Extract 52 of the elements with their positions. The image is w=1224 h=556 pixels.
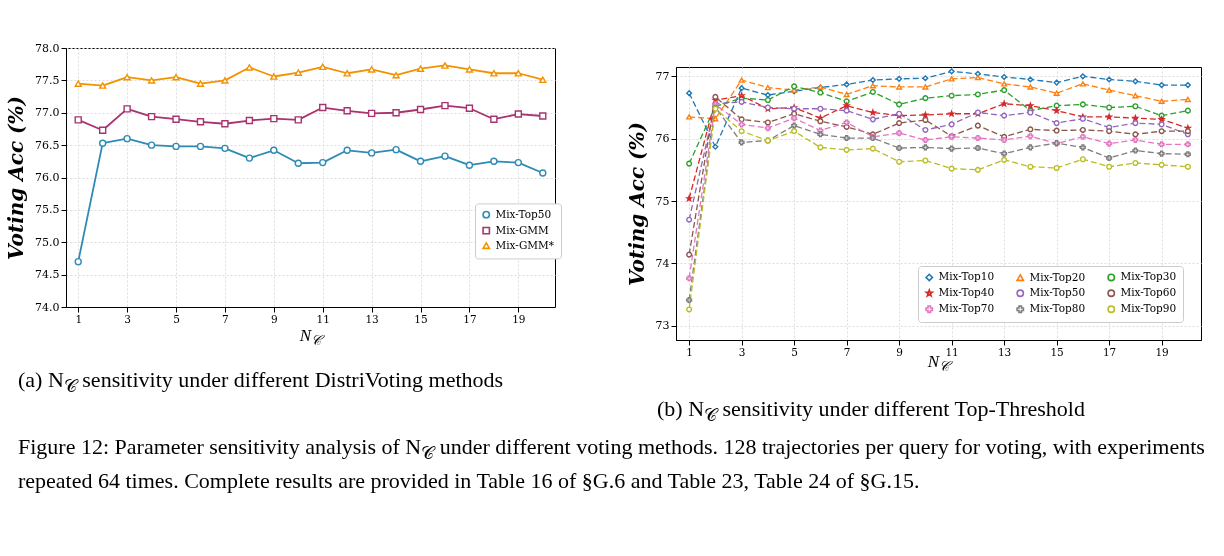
x-tick-label: 15 — [1050, 345, 1064, 358]
y-tick-label: 73 — [655, 319, 670, 333]
legend-label: Mix-GMM* — [495, 238, 555, 251]
legend-label: Mix-GMM — [495, 223, 550, 236]
legend-label: Mix-Top80 — [1029, 302, 1086, 315]
y-tick-label: 74.0 — [35, 300, 60, 314]
y-tick-label: 74.5 — [35, 268, 60, 282]
x-tick-label: 5 — [791, 345, 798, 358]
x-tick-label: 7 — [843, 345, 851, 358]
x-tick-label: 19 — [512, 312, 526, 325]
x-axis-title: N$_{𝒞}$ — [298, 326, 326, 350]
y-tick-label: 75.5 — [35, 203, 60, 217]
legend-label: Mix-Top30 — [1120, 270, 1177, 283]
legend-label: Mix-Top10 — [938, 270, 995, 283]
y-tick-label: 78.0 — [35, 41, 60, 55]
legend-label: Mix-Top60 — [1120, 286, 1177, 299]
text: (a) N$_{𝒞}$ sensitivity under different DistriVoting methods — [18, 366, 505, 399]
x-tick-label: 7 — [222, 312, 229, 325]
x-tick-label: 11 — [945, 345, 959, 358]
y-tick-label: 77.0 — [35, 106, 60, 120]
x-tick-label: 17 — [463, 312, 477, 325]
legend-label: Mix-Top70 — [938, 302, 995, 315]
y-axis-title: Voting Acc (%) — [624, 121, 649, 287]
caption: Figure 12: Parameter sensitivity analysis of N$_{𝒞}$ under different voting methods. 128 trajectories per query for voting, with experiments repeated 64 times. Complete results are provided in Table 16 of §G.6 and Table 23, Table 24 of §G.15. — [18, 433, 1206, 496]
x-tick-label: 5 — [173, 312, 180, 325]
y-tick-label: 76.0 — [35, 171, 60, 184]
legend-label: Mix-Top50 — [495, 207, 552, 220]
x-tick-label: 1 — [686, 345, 693, 358]
y-tick-label: 75.0 — [35, 235, 60, 249]
y-axis-title: Voting Acc (%) — [4, 95, 29, 261]
x-tick-label: 13 — [997, 345, 1012, 358]
x-tick-label: 19 — [1155, 345, 1169, 358]
y-tick-label: 77 — [655, 69, 670, 83]
x-tick-label: 9 — [270, 312, 278, 325]
y-tick-label: 76.5 — [35, 138, 60, 152]
x-tick-label: 1 — [75, 312, 83, 325]
y-tick-label: 75 — [655, 194, 670, 208]
legend-label: Mix-Top50 — [1029, 286, 1086, 299]
x-tick-label: 9 — [896, 345, 903, 358]
y-tick-label: 74 — [655, 256, 670, 270]
legend-label: Mix-Top20 — [1029, 270, 1086, 283]
legend-label: Mix-Top90 — [1120, 302, 1177, 315]
x-tick-label: 3 — [738, 345, 746, 358]
x-tick-label: 17 — [1102, 345, 1117, 358]
x-tick-label: 11 — [316, 312, 330, 325]
y-tick-label: 76 — [655, 132, 670, 146]
x-tick-label: 3 — [124, 312, 131, 325]
text: (b) N$_{𝒞}$ sensitivity under different Top-Threshold — [657, 395, 1086, 428]
y-tick-label: 77.5 — [35, 73, 60, 87]
x-tick-label: 13 — [365, 312, 379, 325]
x-tick-label: 15 — [414, 312, 428, 325]
legend-label: Mix-Top40 — [938, 286, 995, 299]
